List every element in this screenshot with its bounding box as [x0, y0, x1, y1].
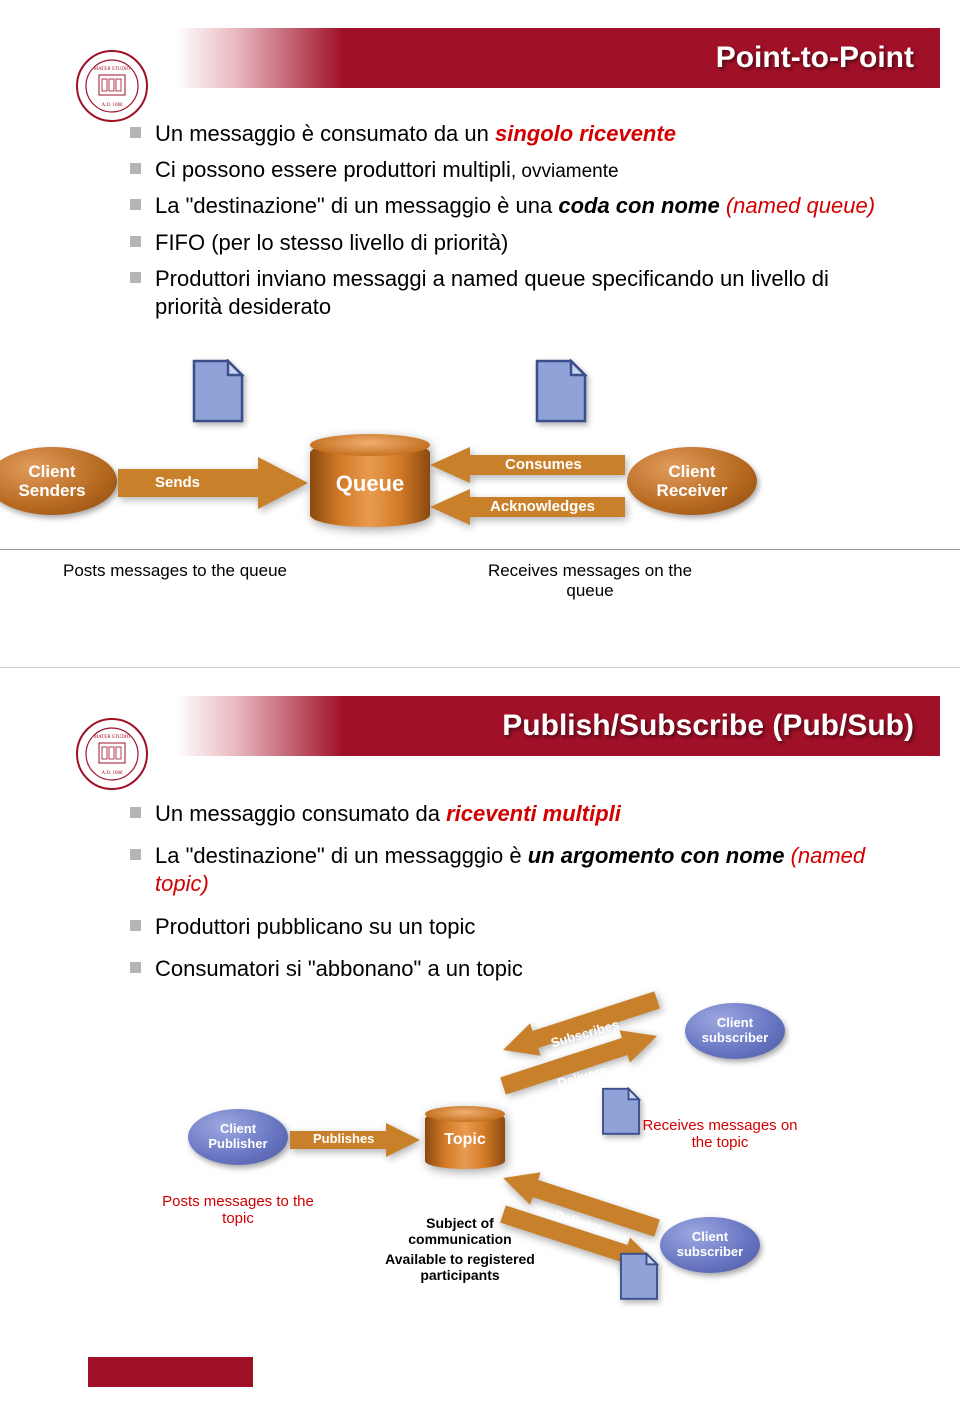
arrow-sends	[118, 457, 308, 509]
bullet-icon	[130, 849, 141, 860]
node-client-subscriber-bottom: Client subscriber	[660, 1217, 760, 1273]
document-icon	[533, 359, 589, 425]
bullet-item: La "destinazione" di un messagggio è un …	[130, 842, 900, 898]
slide2-header: Publish/Subscribe (Pub/Sub)	[175, 696, 940, 756]
bullet-icon	[130, 272, 141, 283]
footer-bar-icon	[88, 1357, 253, 1387]
document-icon	[618, 1252, 660, 1302]
bullet-icon	[130, 962, 141, 973]
bullet-icon	[130, 920, 141, 931]
slide1-content: Un messaggio è consumato da un singolo r…	[0, 108, 960, 339]
university-seal-icon	[76, 718, 148, 790]
document-icon	[190, 359, 246, 425]
document-icon	[600, 1087, 642, 1137]
node-client-publisher: Client Publisher	[188, 1109, 288, 1165]
slide-ptp: Point-to-Point Un messaggio è consumato …	[0, 28, 960, 668]
caption-receives-topic: Receives messages on the topic	[640, 1117, 800, 1151]
bullet-icon	[130, 163, 141, 174]
bullet-item: Consumatori si "abbonano" a un topic	[130, 955, 900, 983]
label-consumes: Consumes	[505, 456, 582, 473]
pubsub-diagram: Client Publisher Publishes Topic Subscri…	[0, 1007, 960, 1307]
university-seal-icon	[76, 50, 148, 122]
caption-subject: Subject of communication	[380, 1215, 540, 1247]
node-client-receiver: Client Receiver	[627, 447, 757, 515]
bullet-item: FIFO (per lo stesso livello di priorità)	[130, 229, 900, 257]
bullet-item: Un messaggio consumato da riceventi mult…	[130, 800, 900, 828]
caption-posts-topic: Posts messages to the topic	[158, 1193, 318, 1227]
slide-pubsub: Publish/Subscribe (Pub/Sub) Un messaggio…	[0, 696, 960, 1407]
slide1-title: Point-to-Point	[716, 41, 914, 75]
bullet-item: Un messaggio è consumato da un singolo r…	[130, 120, 900, 148]
bullet-item: Produttori inviano messaggi a named queu…	[130, 265, 900, 321]
label-publishes: Publishes	[313, 1132, 374, 1146]
node-queue: Queue	[310, 441, 430, 527]
slide2-content: Un messaggio consumato da riceventi mult…	[0, 776, 960, 1007]
bullet-icon	[130, 127, 141, 138]
ptp-diagram: Client Senders Sends Queue Consumes Ackn…	[0, 357, 960, 627]
node-client-senders: Client Senders	[0, 447, 117, 515]
caption-posts-queue: Posts messages to the queue	[60, 561, 290, 581]
bullet-icon	[130, 236, 141, 247]
bullet-item: Ci possono essere produttori multipli, o…	[130, 156, 900, 184]
slide2-title: Publish/Subscribe (Pub/Sub)	[502, 709, 914, 743]
label-acknowledges: Acknowledges	[490, 498, 595, 515]
node-client-subscriber-top: Client subscriber	[685, 1003, 785, 1059]
caption-receives-queue: Receives messages on the queue	[475, 561, 705, 601]
node-topic: Topic	[425, 1111, 505, 1169]
bullet-icon	[130, 199, 141, 210]
bullet-icon	[130, 807, 141, 818]
slide1-header: Point-to-Point	[175, 28, 940, 88]
label-sends: Sends	[155, 474, 200, 491]
caption-available: Available to registered participants	[370, 1251, 550, 1283]
bullet-item: Produttori pubblicano su un topic	[130, 913, 900, 941]
bullet-item: La "destinazione" di un messaggio è una …	[130, 192, 900, 220]
